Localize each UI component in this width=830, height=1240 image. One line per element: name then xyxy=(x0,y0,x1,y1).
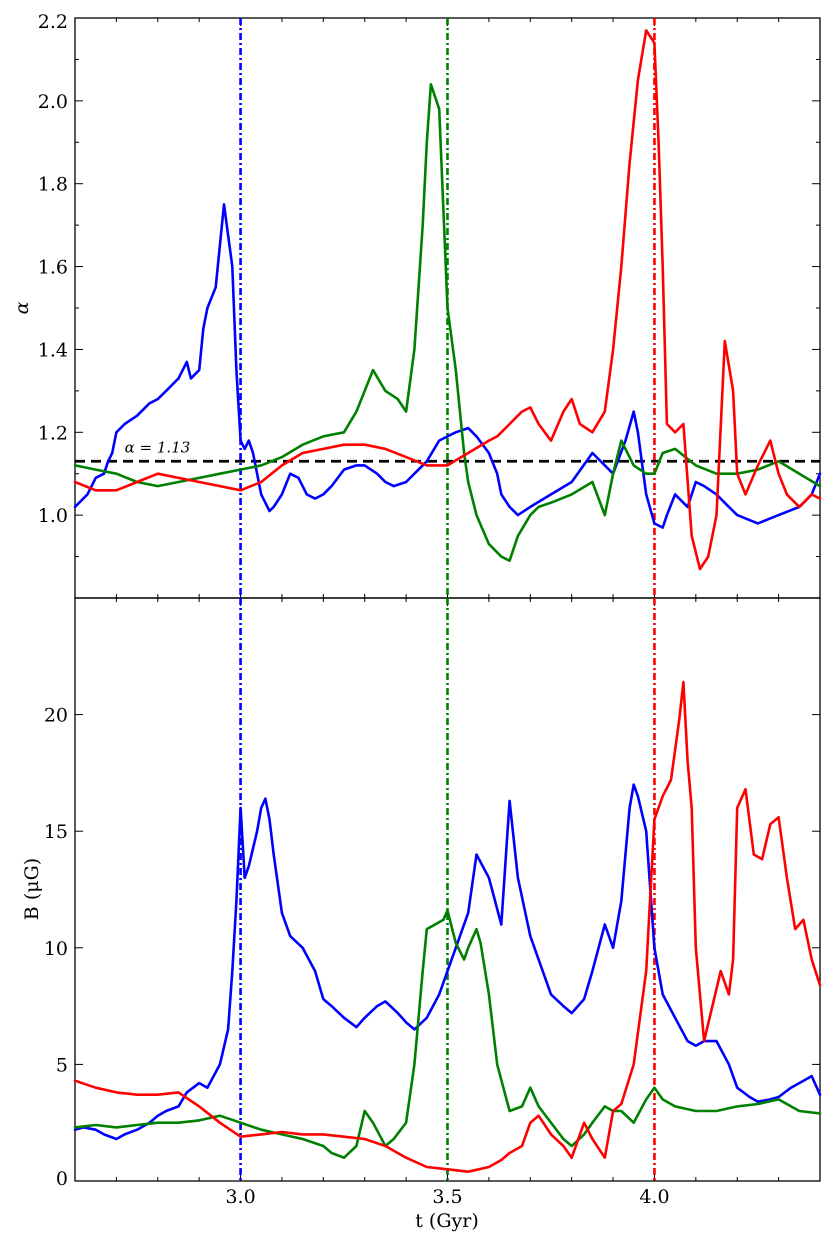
time-x-axis-label: t (Gyr) xyxy=(415,1210,479,1232)
field-panel-vertical-lines xyxy=(239,598,656,1181)
alpha-y-tick-label: 1.6 xyxy=(38,257,68,279)
field-y-tick-label: 0 xyxy=(56,1168,68,1190)
alpha-reference-label: α = 1.13 xyxy=(125,438,191,456)
alpha-y-tick-label: 1.0 xyxy=(38,505,68,527)
alpha-panel-ticks: 1.0 1.2 1.4 1.6 1.8 2.0 2.2 xyxy=(38,11,821,598)
field-y-tick-label: 20 xyxy=(44,705,68,727)
field-x-tick-label: 3.0 xyxy=(225,1186,255,1208)
blue-alpha-series xyxy=(73,203,822,529)
red-field-series xyxy=(73,680,822,1173)
blue-field-series xyxy=(73,783,822,1141)
field-y-tick-label: 15 xyxy=(44,821,68,843)
alpha-y-tick-label: 2.2 xyxy=(38,11,68,33)
field-panel: 0 5 10 15 20 3.0 3.5 4.0 B (μG) t (Gyr) xyxy=(21,597,822,1232)
green-alpha-series xyxy=(73,83,822,563)
alpha-y-tick-label: 1.8 xyxy=(38,174,68,196)
field-y-tick-label: 10 xyxy=(44,938,68,960)
alpha-series xyxy=(73,29,822,571)
field-panel-ticks: 0 5 10 15 20 3.0 3.5 4.0 xyxy=(44,598,821,1208)
field-x-tick-label: 3.5 xyxy=(432,1186,462,1208)
field-y-axis-label: B (μG) xyxy=(21,858,43,920)
alpha-panel: 1.0 1.2 1.4 1.6 1.8 2.0 2.2 α = 1.13 α xyxy=(11,11,822,599)
alpha-y-tick-label: 1.2 xyxy=(38,422,68,444)
field-y-tick-label: 5 xyxy=(56,1054,68,1076)
alpha-y-axis-label: α xyxy=(11,301,33,314)
red-alpha-series xyxy=(73,29,822,571)
alpha-y-tick-label: 1.4 xyxy=(38,339,68,361)
field-x-tick-label: 4.0 xyxy=(639,1186,669,1208)
alpha-y-tick-label: 2.0 xyxy=(38,91,68,113)
field-series xyxy=(73,680,822,1173)
